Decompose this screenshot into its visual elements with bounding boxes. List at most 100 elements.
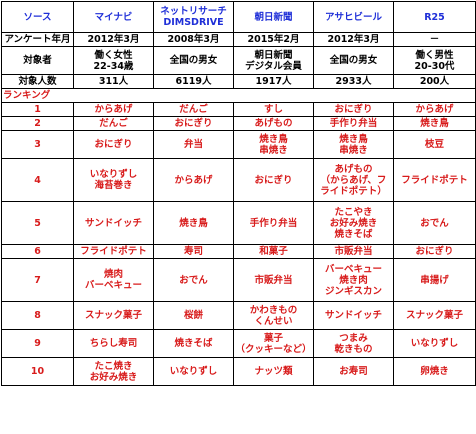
ranking-row: 4 いなりずし 海苔巻き からあげ おにぎり あげもの （からあげ、フ ライドポテト）フ… — [1, 158, 476, 202]
source-asahi-shimbun: 朝日新聞 — [233, 1, 314, 33]
count-cell: 311人 — [73, 74, 154, 89]
ranking-row: 9 ちらし寿司 焼きそば 菓子 （クッキーなど） つまみ 乾きもの いなりずし — [1, 329, 476, 358]
ranking-item: フライドポテト — [393, 158, 476, 202]
source-dimsdrive: ネットリサーチ DIMSDRIVE — [153, 1, 234, 33]
survey-date-row: アンケート年月 2012年3月 2008年3月 2015年2月 2012年3月 … — [1, 32, 476, 47]
count-cell: 6119人 — [153, 74, 234, 89]
ranking-item: サンドイッチ — [73, 201, 154, 245]
ranking-item: 卵焼き — [393, 357, 476, 386]
source-asahi-beer: アサヒビール — [313, 1, 394, 33]
ranking-row: 3 おにぎり 弁当 焼き鳥 串焼き 焼き鳥 串焼き 枝豆 — [1, 130, 476, 159]
ranking-item: つまみ 乾きもの — [313, 329, 394, 358]
rank-number: 6 — [1, 244, 74, 259]
ranking-row: 8 スナック菓子 桜餅 かわきもの くんせい サンドイッチ スナック菓子 — [1, 301, 476, 330]
ranking-item: 桜餅 — [153, 301, 234, 330]
survey-date-cell: 2012年3月 — [73, 32, 154, 47]
count-cell: 200人 — [393, 74, 476, 89]
ranking-item: からあげ — [153, 158, 234, 202]
ranking-body: 1 からあげ だんご すし おにぎり からあげ 2 だんご おにぎり あげもの 手作り弁当 焼き鳥 3 お… — [1, 102, 476, 386]
ranking-item: 市販弁当 — [233, 258, 314, 302]
ranking-item: 寿司 — [153, 244, 234, 259]
target-cell: 働く女性 22-34歳 — [73, 46, 154, 75]
ranking-item: からあげ — [393, 102, 476, 117]
ranking-item: おにぎり — [233, 158, 314, 202]
ranking-item: たこ焼き お好み焼き — [73, 357, 154, 386]
ranking-item: いなりずし — [393, 329, 476, 358]
survey-date-cell: 2008年3月 — [153, 32, 234, 47]
target-cell: 全国の男女 — [153, 46, 234, 75]
ranking-item: 和菓子 — [233, 244, 314, 259]
ranking-item: サンドイッチ — [313, 301, 394, 330]
ranking-item: 手作り弁当 — [313, 116, 394, 131]
ranking-item: だんご — [73, 116, 154, 131]
ranking-row: 10 たこ焼き お好み焼き いなりずし ナッツ類 お寿司 卵焼き — [1, 357, 476, 386]
survey-date-cell: 2015年2月 — [233, 32, 314, 47]
ranking-item: すし — [233, 102, 314, 117]
ranking-item: おでん — [393, 201, 476, 245]
ranking-item: 焼きそば — [153, 329, 234, 358]
ranking-item: だんご — [153, 102, 234, 117]
ranking-item: おにぎり — [73, 130, 154, 159]
ranking-item: おにぎり — [153, 116, 234, 131]
target-label: 対象者 — [1, 46, 74, 75]
ranking-item: フライドポテト — [73, 244, 154, 259]
ranking-item: 手作り弁当 — [233, 201, 314, 245]
ranking-title-row: ランキング — [1, 88, 476, 103]
target-cell: 全国の男女 — [313, 46, 394, 75]
ranking-item: あげもの — [233, 116, 314, 131]
ranking-item: 市販弁当 — [313, 244, 394, 259]
rank-number: 1 — [1, 102, 74, 117]
ranking-row: 2 だんご おにぎり あげもの 手作り弁当 焼き鳥 — [1, 116, 476, 131]
target-cell: 働く男性 20-30代 — [393, 46, 476, 75]
ranking-item: おでん — [153, 258, 234, 302]
ranking-row: 1 からあげ だんご すし おにぎり からあげ — [1, 102, 476, 117]
ranking-item: いなりずし — [153, 357, 234, 386]
ranking-item: 弁当 — [153, 130, 234, 159]
count-label: 対象人数 — [1, 74, 74, 89]
ranking-item: おにぎり — [313, 102, 394, 117]
ranking-item: 焼き鳥 — [153, 201, 234, 245]
ranking-item: スナック菓子 — [73, 301, 154, 330]
ranking-item: バーベキュー 焼き肉 ジンギスカン — [313, 258, 394, 302]
ranking-row: 6 フライドポテト 寿司 和菓子 市販弁当 おにぎり — [1, 244, 476, 259]
target-cell: 朝日新聞 デジタル会員 — [233, 46, 314, 75]
ranking-item: 焼き鳥 — [393, 116, 476, 131]
ranking-item: 串揚げ — [393, 258, 476, 302]
ranking-item: ちらし寿司 — [73, 329, 154, 358]
rank-number: 8 — [1, 301, 74, 330]
ranking-item: スナック菓子 — [393, 301, 476, 330]
count-row: 対象人数 311人 6119人 1917人 2933人 200人 — [1, 74, 476, 89]
ranking-row: 5 サンドイッチ 焼き鳥 手作り弁当 たこやき お好み焼き 焼きそば おでん — [1, 201, 476, 245]
ranking-item: 菓子 （クッキーなど） — [233, 329, 314, 358]
count-cell: 2933人 — [313, 74, 394, 89]
survey-date-label: アンケート年月 — [1, 32, 74, 47]
rank-number: 10 — [1, 357, 74, 386]
rank-number: 4 — [1, 158, 74, 202]
rank-number: 2 — [1, 116, 74, 131]
ranking-title: ランキング — [1, 88, 476, 103]
ranking-item: いなりずし 海苔巻き — [73, 158, 154, 202]
ranking-row: 7 焼肉 バーベキュー おでん 市販弁当 バーベキュー 焼き肉 ジンギスカン 串揚げ — [1, 258, 476, 302]
source-label-cell: ソース — [1, 1, 74, 33]
ranking-item: 焼肉 バーベキュー — [73, 258, 154, 302]
ranking-item: からあげ — [73, 102, 154, 117]
ranking-item: ナッツ類 — [233, 357, 314, 386]
survey-ranking-table: ソース マイナビ ネットリサーチ DIMSDRIVE 朝日新聞 アサヒビール R… — [1, 1, 476, 386]
ranking-item: おにぎり — [393, 244, 476, 259]
header-row: ソース マイナビ ネットリサーチ DIMSDRIVE 朝日新聞 アサヒビール R… — [1, 1, 476, 33]
rank-number: 3 — [1, 130, 74, 159]
ranking-item: 焼き鳥 串焼き — [313, 130, 394, 159]
survey-date-cell: － — [393, 32, 476, 47]
count-cell: 1917人 — [233, 74, 314, 89]
rank-number: 7 — [1, 258, 74, 302]
ranking-item: 焼き鳥 串焼き — [233, 130, 314, 159]
ranking-item: お寿司 — [313, 357, 394, 386]
source-r25: R25 — [393, 1, 476, 33]
rank-number: 9 — [1, 329, 74, 358]
rank-number: 5 — [1, 201, 74, 245]
ranking-item: あげもの （からあげ、フ ライドポテト） — [313, 158, 394, 202]
target-row: 対象者 働く女性 22-34歳 全国の男女 朝日新聞 デジタル会員 全国の男女 … — [1, 46, 476, 75]
survey-date-cell: 2012年3月 — [313, 32, 394, 47]
ranking-item: かわきもの くんせい — [233, 301, 314, 330]
source-mynavi: マイナビ — [73, 1, 154, 33]
